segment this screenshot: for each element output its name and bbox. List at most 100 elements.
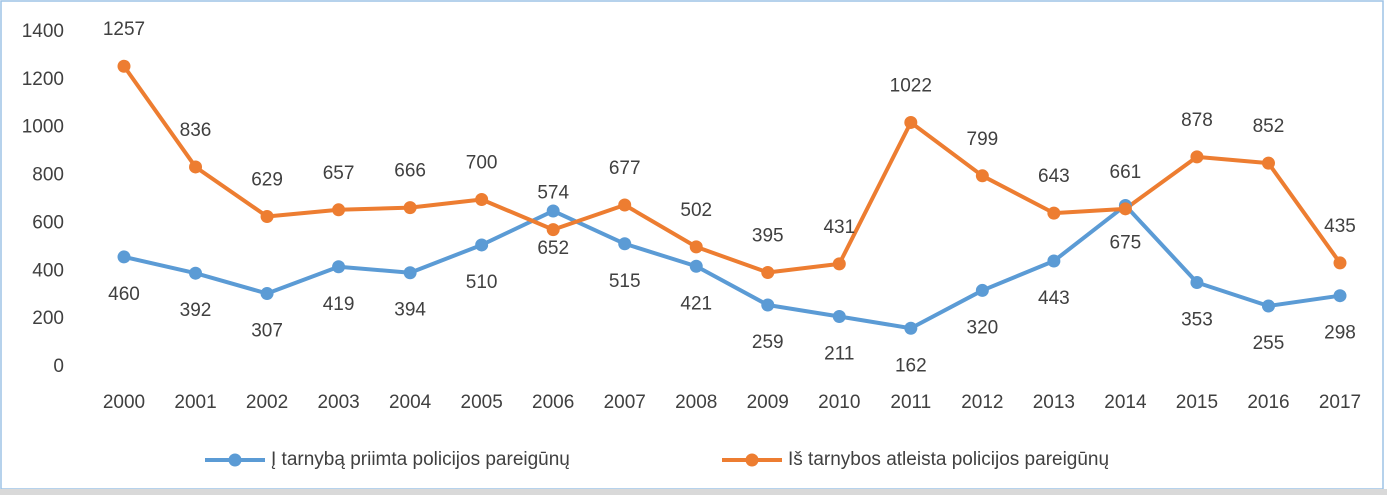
data-label: 675 bbox=[1110, 232, 1142, 253]
data-point bbox=[832, 257, 846, 271]
data-point bbox=[332, 260, 346, 274]
data-point bbox=[260, 287, 274, 301]
x-tick-label: 2001 bbox=[174, 392, 216, 413]
data-label: 307 bbox=[251, 321, 283, 342]
data-point bbox=[475, 193, 489, 206]
data-label: 443 bbox=[1038, 288, 1070, 309]
data-point bbox=[975, 169, 989, 183]
data-point bbox=[1047, 206, 1061, 220]
y-tick-label: 1400 bbox=[22, 21, 64, 42]
y-tick-label: 200 bbox=[32, 308, 64, 329]
data-point bbox=[332, 203, 346, 217]
data-label: 353 bbox=[1181, 310, 1213, 331]
x-tick-label: 2006 bbox=[532, 392, 574, 413]
data-label: 421 bbox=[680, 293, 712, 314]
data-label: 435 bbox=[1324, 216, 1356, 237]
series-line bbox=[122, 65, 1342, 275]
x-tick-label: 2015 bbox=[1176, 392, 1218, 413]
data-label: 460 bbox=[108, 284, 140, 305]
data-label: 878 bbox=[1181, 110, 1213, 131]
y-tick-label: 1200 bbox=[22, 69, 64, 90]
data-label: 394 bbox=[394, 300, 426, 321]
y-tick-label: 600 bbox=[32, 212, 64, 233]
data-point bbox=[1333, 289, 1347, 303]
x-tick-label: 2005 bbox=[461, 392, 503, 413]
data-label: 629 bbox=[251, 170, 283, 191]
bottom-strip bbox=[0, 489, 1387, 495]
legend-marker bbox=[228, 453, 242, 467]
data-point bbox=[260, 209, 274, 223]
data-label: 320 bbox=[967, 317, 999, 338]
data-point bbox=[1261, 299, 1275, 313]
y-tick-label: 1000 bbox=[22, 117, 64, 138]
data-point bbox=[117, 250, 131, 264]
data-point bbox=[546, 204, 560, 218]
data-label: 298 bbox=[1324, 323, 1356, 344]
x-tick-label: 2014 bbox=[1104, 392, 1147, 413]
data-label: 502 bbox=[680, 200, 712, 221]
data-point bbox=[1118, 202, 1132, 216]
data-point bbox=[546, 223, 560, 237]
y-tick-label: 800 bbox=[32, 165, 64, 186]
data-point bbox=[832, 310, 846, 324]
data-point bbox=[189, 266, 203, 280]
data-label: 419 bbox=[323, 294, 355, 315]
x-tick-label: 2000 bbox=[103, 392, 145, 413]
data-point bbox=[1190, 276, 1204, 290]
x-tick-label: 2009 bbox=[747, 392, 789, 413]
legend-label: Iš tarnybos atleista policijos pareigūnų bbox=[788, 449, 1109, 470]
data-point bbox=[904, 321, 918, 335]
data-label: 657 bbox=[323, 163, 355, 184]
data-point bbox=[761, 298, 775, 312]
x-tick-label: 2016 bbox=[1247, 392, 1289, 413]
data-label: 852 bbox=[1253, 116, 1285, 137]
x-tick-label: 2003 bbox=[317, 392, 359, 413]
data-label: 510 bbox=[466, 272, 498, 293]
data-label: 395 bbox=[752, 225, 784, 246]
data-point bbox=[618, 237, 632, 251]
data-label: 515 bbox=[609, 271, 641, 292]
x-tick-label: 2002 bbox=[246, 392, 288, 413]
legend-label: Į tarnybą priimta policijos pareigūnų bbox=[271, 449, 570, 470]
data-label: 259 bbox=[752, 332, 784, 353]
data-label: 431 bbox=[823, 217, 855, 238]
data-point bbox=[904, 115, 918, 129]
data-point bbox=[1190, 150, 1204, 164]
x-tick-label: 2017 bbox=[1319, 392, 1361, 413]
data-label: 666 bbox=[394, 161, 426, 182]
data-label: 255 bbox=[1253, 333, 1285, 354]
y-tick-label: 0 bbox=[53, 356, 64, 377]
data-label: 836 bbox=[180, 120, 212, 141]
data-label: 574 bbox=[537, 183, 569, 204]
data-point bbox=[1261, 156, 1275, 170]
data-label: 652 bbox=[537, 238, 569, 259]
data-point bbox=[403, 266, 417, 280]
data-label: 392 bbox=[180, 300, 212, 321]
x-tick-label: 2012 bbox=[961, 392, 1003, 413]
data-label: 643 bbox=[1038, 166, 1070, 187]
x-tick-label: 2010 bbox=[818, 392, 860, 413]
y-tick-label: 400 bbox=[32, 260, 64, 281]
legend-marker bbox=[745, 453, 759, 467]
x-tick-label: 2013 bbox=[1033, 392, 1075, 413]
x-tick-label: 2008 bbox=[675, 392, 717, 413]
data-point bbox=[1047, 254, 1061, 268]
x-tick-label: 2011 bbox=[890, 392, 931, 413]
data-label: 1022 bbox=[890, 75, 932, 96]
data-point bbox=[403, 201, 417, 215]
data-label: 211 bbox=[824, 344, 854, 365]
data-point bbox=[475, 238, 489, 252]
x-tick-label: 2007 bbox=[604, 392, 646, 413]
data-point bbox=[689, 240, 703, 254]
data-label: 162 bbox=[895, 355, 927, 376]
data-label: 700 bbox=[466, 153, 498, 174]
data-point bbox=[1333, 256, 1347, 270]
data-point bbox=[117, 59, 131, 73]
data-point bbox=[761, 265, 775, 279]
data-label: 677 bbox=[609, 158, 641, 179]
data-point bbox=[618, 198, 632, 212]
data-point bbox=[975, 283, 989, 297]
data-label: 661 bbox=[1110, 162, 1142, 183]
data-label: 799 bbox=[967, 129, 999, 150]
